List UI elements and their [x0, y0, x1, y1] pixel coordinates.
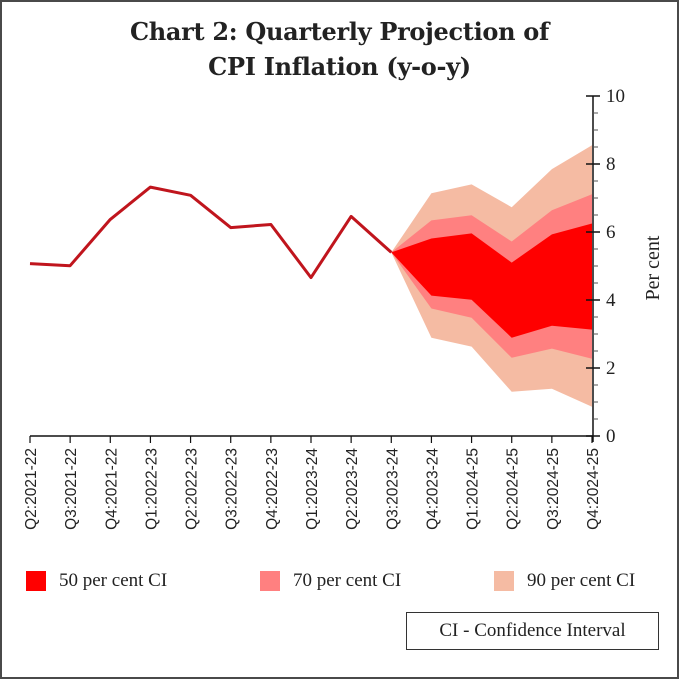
axes: Q2:2021-22 Q3:2021-22 Q4:2021-22 Q1:2022-23…	[23, 86, 625, 530]
ci-annotation-text: CI - Confidence Interval	[439, 620, 626, 641]
x-tick-label: Q1:2024-25	[465, 448, 482, 530]
confidence-bands	[391, 145, 592, 407]
x-tick-label: Q3:2022-23	[224, 448, 241, 530]
chart-title-line-2: CPI Inflation (y-o-y)	[208, 52, 471, 81]
x-tick-label: Q4:2022-23	[264, 448, 281, 530]
band-50-ci	[391, 223, 592, 338]
legend-swatch-70	[260, 571, 280, 591]
x-tick-label: Q3:2021-22	[63, 448, 80, 530]
x-tick-label: Q2:2021-22	[23, 448, 40, 530]
x-tick-label: Q2:2024-25	[505, 448, 522, 530]
actual-series	[29, 185, 393, 280]
y-tick-label: 4	[606, 290, 616, 311]
y-tick-label: 0	[606, 426, 616, 447]
legend-item-70: 70 per cent CI	[260, 570, 401, 592]
x-tick-label: Q3:2023-24	[384, 448, 401, 530]
y-tick-label: 8	[606, 154, 616, 175]
x-tick-label: Q1:2022-23	[143, 448, 160, 530]
legend-label-90: 90 per cent CI	[527, 570, 636, 591]
y-tick-label: 10	[606, 86, 625, 107]
x-tick-label: Q4:2023-24	[424, 448, 441, 530]
ci-annotation-box: CI - Confidence Interval	[406, 612, 659, 650]
legend-swatch-50	[26, 571, 46, 591]
x-tick-label: Q1:2023-24	[304, 448, 321, 530]
chart-title-line-1: Chart 2: Quarterly Projection of	[129, 17, 550, 46]
actual-inflation-line	[29, 185, 393, 280]
legend-swatch-90	[494, 571, 514, 591]
x-tick-label: Q3:2024-25	[545, 448, 562, 530]
legend-item-50: 50 per cent CI	[26, 570, 167, 592]
x-tick-label: Q4:2021-22	[103, 448, 120, 530]
legend-item-90: 90 per cent CI	[494, 570, 635, 592]
y-tick-label: 6	[606, 222, 616, 243]
x-tick-label: Q2:2022-23	[184, 448, 201, 530]
legend-label-50: 50 per cent CI	[59, 570, 168, 591]
y-axis-label: Per cent	[642, 235, 664, 300]
legend-label-70: 70 per cent CI	[293, 570, 402, 591]
x-tick-label: Q4:2024-25	[585, 448, 602, 530]
x-tick-label: Q2:2023-24	[344, 448, 361, 530]
y-tick-label: 2	[606, 358, 616, 379]
